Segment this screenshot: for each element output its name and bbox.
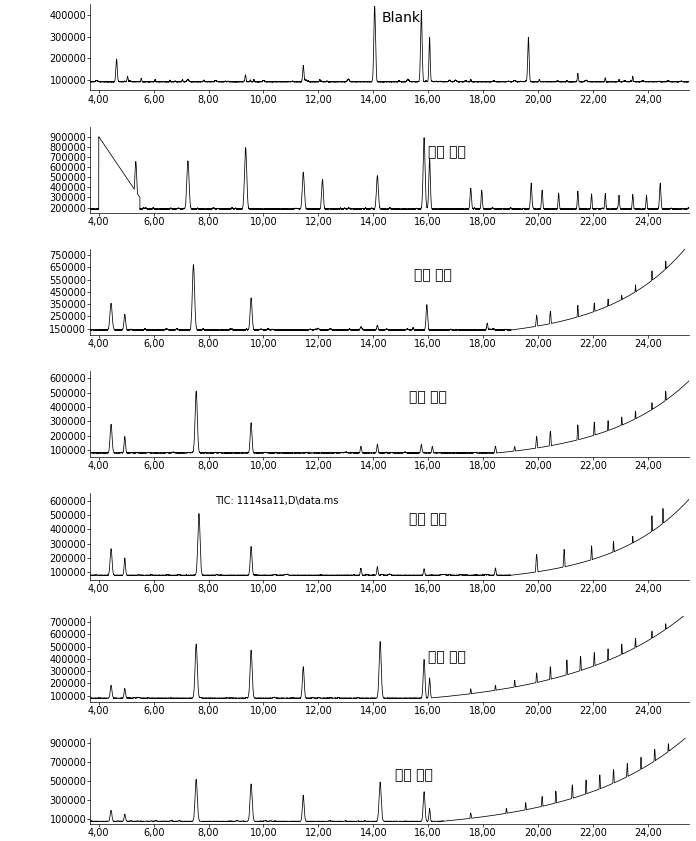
Text: 덕남 원수: 덕남 원수 [415, 267, 452, 282]
Text: Blank: Blank [381, 11, 420, 25]
Text: TIC: 1114sa11,D\data.ms: TIC: 1114sa11,D\data.ms [216, 496, 339, 506]
Text: 각화 정수: 각화 정수 [409, 512, 447, 526]
Text: 덕남 정수: 덕남 정수 [428, 650, 466, 664]
Text: 각화 원수: 각화 원수 [428, 145, 466, 160]
Text: 용연 원수: 용연 원수 [409, 390, 447, 404]
Text: 용연 정수: 용연 정수 [395, 768, 433, 782]
